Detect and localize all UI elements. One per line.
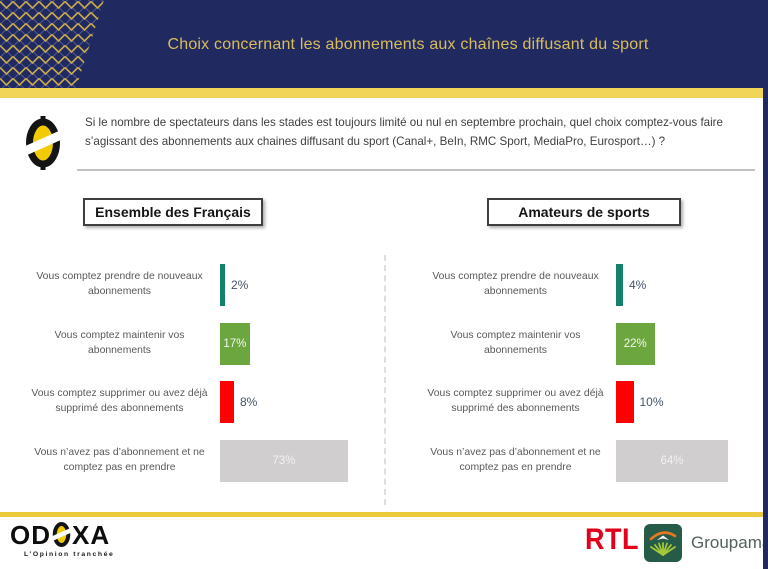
bar-area: 22% [616, 323, 655, 365]
bar-row: Vous comptez supprimer ou avez déjà supp… [423, 381, 664, 423]
odoxa-o-icon [17, 116, 69, 170]
bar-area: 10% [616, 381, 664, 423]
bar-value-label: 2% [231, 278, 249, 292]
bar-row: Vous comptez maintenir vos abonnements 17… [27, 323, 250, 365]
page-title: Choix concernant les abonnements aux cha… [167, 36, 649, 53]
bar-value-label: 22% [623, 338, 647, 350]
bar: 22% [616, 323, 655, 365]
odoxa-logo-o-icon [52, 522, 71, 547]
groupama-logo: Groupama [644, 524, 768, 562]
odoxa-tagline: L’Opinion tranchée [24, 551, 115, 558]
bar-row: Vous comptez prendre de nouveaux abonnem… [423, 264, 646, 306]
bar-value-label: 17% [223, 338, 247, 350]
right-navy-border [763, 0, 768, 569]
bar-category-label: Vous n’avez pas d’abonnement et ne compt… [430, 447, 601, 473]
bar: 64% [616, 440, 728, 482]
bar-area: 64% [616, 440, 728, 482]
bar-category-label: Vous comptez prendre de nouveaux abonnem… [432, 271, 599, 297]
bar-area: 2% [220, 264, 248, 306]
bar-category-label: Vous comptez maintenir vos abonnements [450, 330, 581, 356]
rtl-logo: RTL [585, 522, 639, 556]
bar-category-label: Vous comptez prendre de nouveaux abonnem… [36, 271, 203, 297]
bar-row: Vous comptez maintenir vos abonnements 22… [423, 323, 655, 365]
bar-area: 17% [220, 323, 250, 365]
question-divider-line [77, 169, 755, 171]
bar-value-label: 10% [639, 395, 664, 409]
question-text: Si le nombre de spectateurs dans les sta… [85, 116, 723, 148]
chart-ensemble: Vous comptez prendre de nouveaux abonnem… [27, 264, 372, 484]
bar-value-label: 8% [240, 395, 258, 409]
bar [220, 264, 225, 306]
bar-area: 8% [220, 381, 257, 423]
bar-value-label: 64% [660, 455, 684, 467]
bar-category-label: Vous comptez supprimer ou avez déjà supp… [427, 388, 604, 414]
bar [220, 381, 234, 423]
panel-header-amateurs: Amateurs de sports [487, 198, 681, 226]
bar-category-label: Vous n’avez pas d’abonnement et ne compt… [34, 447, 205, 473]
odoxa-logo-prefix: OD [10, 519, 51, 550]
bar-value-label: 73% [272, 455, 296, 467]
panel-divider-dashed [384, 255, 386, 505]
panel-header-amateurs-label: Amateurs de sports [518, 204, 650, 220]
bar-row: Vous comptez prendre de nouveaux abonnem… [27, 264, 248, 306]
panel-header-ensemble-label: Ensemble des Français [95, 204, 251, 220]
yellow-band-bottom [0, 512, 768, 517]
yellow-band-top [0, 88, 768, 98]
groupama-icon [644, 524, 682, 562]
bar-category-label: Vous comptez maintenir vos abonnements [54, 330, 185, 356]
panel-header-ensemble: Ensemble des Français [83, 198, 263, 226]
bar-row: Vous comptez supprimer ou avez déjà supp… [27, 381, 257, 423]
header-banner: Choix concernant les abonnements aux cha… [0, 0, 768, 88]
bar: 17% [220, 323, 250, 365]
bar-category-label: Vous comptez supprimer ou avez déjà supp… [31, 388, 208, 414]
bar-row: Vous n’avez pas d’abonnement et ne compt… [423, 440, 728, 482]
bar-area: 4% [616, 264, 646, 306]
groupama-wordmark: Groupama [691, 533, 768, 552]
bar-row: Vous n’avez pas d’abonnement et ne compt… [27, 440, 348, 482]
bar [616, 264, 623, 306]
odoxa-logo-suffix: XA [72, 519, 111, 550]
bar-area: 73% [220, 440, 348, 482]
chart-amateurs: Vous comptez prendre de nouveaux abonnem… [423, 264, 768, 484]
chevron-pattern-decoration [0, 0, 104, 88]
bar: 73% [220, 440, 348, 482]
bar-value-label: 4% [629, 278, 647, 292]
odoxa-logo: OD XA L’Opinion tranchée [10, 519, 160, 559]
bar [616, 381, 634, 423]
